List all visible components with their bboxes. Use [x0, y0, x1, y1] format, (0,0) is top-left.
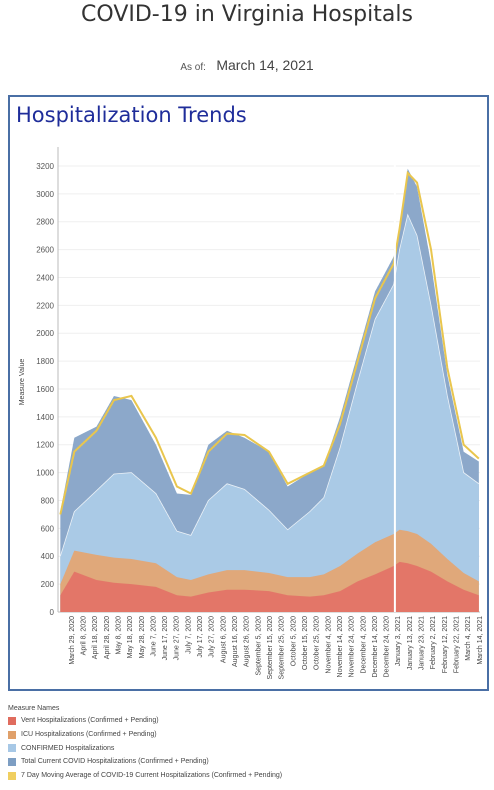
x-tick-label: July 17, 2020	[197, 616, 204, 658]
x-tick-label: April 28, 2020	[104, 616, 111, 659]
as-of-date: March 14, 2021	[216, 57, 314, 73]
x-tick-label: May 28, 2020	[139, 616, 146, 659]
x-tick-label: September 25, 2020	[279, 616, 286, 680]
x-tick-label: June 7, 2020	[150, 616, 157, 657]
y-tick-label: 600	[41, 524, 55, 533]
x-tick-label: August 6, 2020	[220, 616, 227, 663]
y-tick-label: 2600	[36, 246, 54, 255]
x-tick-label: May 18, 2020	[127, 616, 134, 659]
x-tick-label: April 8, 2020	[80, 616, 87, 655]
x-tick-label: November 14, 2020	[337, 616, 344, 678]
y-tick-label: 2000	[36, 329, 54, 338]
as-of-label: As of:	[180, 62, 206, 73]
legend-label: Total Current COVID Hospitalizations (Co…	[21, 758, 209, 766]
x-tick-label: February 22, 2021	[454, 616, 461, 673]
y-tick-label: 2800	[36, 218, 54, 227]
legend-swatch	[8, 744, 16, 753]
series-area	[60, 561, 479, 612]
legend-label: ICU Hospitalizations (Confirmed + Pendin…	[21, 731, 157, 739]
y-tick-label: 800	[41, 496, 55, 505]
x-tick-label: September 15, 2020	[267, 616, 274, 680]
x-tick-label: December 4, 2020	[360, 616, 367, 674]
y-tick-label: 1600	[36, 385, 54, 394]
x-tick-label: June 27, 2020	[174, 616, 181, 660]
legend-label: CONFIRMED Hospitalizations	[21, 744, 115, 752]
x-tick-label: June 17, 2020	[162, 616, 169, 660]
y-tick-label: 3200	[36, 162, 54, 171]
legend-item[interactable]: 7 Day Moving Average of COVID-19 Current…	[8, 769, 488, 783]
x-tick-label: October 5, 2020	[290, 616, 297, 666]
y-tick-label: 400	[41, 552, 55, 561]
y-axis-label: Measure Value	[19, 359, 26, 406]
x-tick-label: April 18, 2020	[92, 616, 99, 659]
legend-swatch	[8, 757, 16, 766]
y-tick-label: 1800	[36, 357, 54, 366]
x-tick-label: November 24, 2020	[349, 616, 356, 678]
y-tick-label: 200	[41, 580, 55, 589]
legend-swatch	[8, 730, 16, 739]
legend-item[interactable]: Vent Hospitalizations (Confirmed + Pendi…	[8, 714, 488, 728]
legend-item[interactable]: CONFIRMED Hospitalizations	[8, 741, 488, 755]
x-tick-label: December 14, 2020	[372, 616, 379, 678]
x-tick-label: November 4, 2020	[325, 616, 332, 674]
legend-swatch	[8, 771, 16, 780]
legend-label: Vent Hospitalizations (Confirmed + Pendi…	[21, 717, 159, 725]
x-tick-label: January 23, 2021	[419, 616, 426, 670]
x-tick-label: March 14, 2021	[477, 616, 484, 665]
legend: Measure Names Vent Hospitalizations (Con…	[8, 705, 488, 782]
x-tick-label: October 25, 2020	[314, 616, 321, 670]
hospitalization-trends-panel: Hospitalization Trends 0 200 400 600 800 1000…	[8, 95, 489, 691]
y-tick-label: 1400	[36, 413, 54, 422]
legend-swatch	[8, 716, 16, 725]
x-tick-label: March 29, 2020	[69, 616, 76, 665]
y-tick-label: 1200	[36, 441, 54, 450]
hospitalization-chart: 0 200 400 600 800 1000 1200 1400 1600 1800 2000 220…	[19, 147, 484, 680]
page-title: COVID-19 in Virginia Hospitals	[81, 2, 413, 27]
y-tick-label: 2400	[36, 273, 54, 282]
x-tick-label: February 2, 2021	[430, 616, 437, 669]
x-tick-label: October 15, 2020	[302, 616, 309, 670]
x-tick-label: March 4, 2021	[465, 616, 472, 661]
x-tick-label: September 5, 2020	[255, 616, 262, 676]
series-area	[60, 214, 479, 612]
moving-average-line	[59, 170, 480, 515]
y-tick-label: 1000	[36, 469, 54, 478]
legend-label: 7 Day Moving Average of COVID-19 Current…	[21, 772, 283, 780]
y-tick-label: 2200	[36, 301, 54, 310]
panel-title: Hospitalization Trends	[16, 103, 247, 127]
x-tick-label: January 3, 2021	[395, 616, 402, 666]
x-tick-label: July 7, 2020	[185, 616, 192, 654]
x-tick-label: May 8, 2020	[115, 616, 122, 655]
x-tick-label: July 27, 2020	[209, 616, 216, 658]
y-tick-label: 3000	[36, 190, 54, 199]
y-tick-label: 0	[50, 608, 55, 617]
legend-item[interactable]: ICU Hospitalizations (Confirmed + Pendin…	[8, 728, 488, 742]
x-tick-label: December 24, 2020	[384, 616, 391, 678]
confirmed-outline	[59, 213, 480, 557]
legend-item[interactable]: Total Current COVID Hospitalizations (Co…	[8, 755, 488, 769]
x-tick-label: January 13, 2021	[407, 616, 414, 670]
x-tick-label: February 12, 2021	[442, 616, 449, 673]
x-tick-label: August 26, 2020	[244, 616, 251, 667]
x-tick-label: August 16, 2020	[232, 616, 239, 667]
legend-title: Measure Names	[8, 705, 60, 712]
as-of-line: As of: March 14, 2021	[0, 57, 494, 75]
